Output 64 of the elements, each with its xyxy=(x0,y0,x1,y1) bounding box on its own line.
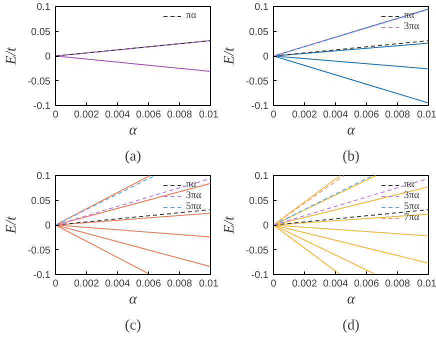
text: (d) xyxy=(342,318,360,334)
y-tick-label: 0.05 xyxy=(31,26,51,38)
x-tick-label: 0 xyxy=(270,278,277,290)
x-tick-label: 0 xyxy=(270,110,277,120)
x-tick-label: 0 xyxy=(52,278,59,290)
y-axis-title: E/t xyxy=(4,216,20,235)
x-tick-label: 0.002 xyxy=(74,110,100,120)
x-axis-title: α xyxy=(347,122,356,138)
y-tick-label: -0.05 xyxy=(246,76,269,88)
text: (a) xyxy=(124,148,142,164)
x-tick-label: 0.006 xyxy=(136,110,162,120)
y-tick-label: 0.1 xyxy=(254,2,269,13)
y-axis-title: E/t xyxy=(222,46,238,66)
y-tick-label: -0.1 xyxy=(251,270,269,281)
x-axis-title: α xyxy=(129,122,138,138)
legend-label: 5πα xyxy=(186,201,202,212)
x-tick-label: 0.006 xyxy=(136,278,162,290)
legend-label: 3πα xyxy=(404,21,420,32)
y-tick-label: -0.1 xyxy=(33,270,51,281)
y-tick-label: -0.05 xyxy=(246,245,269,256)
x-tick-label: 0.002 xyxy=(292,110,318,120)
text: (b) xyxy=(342,148,360,164)
y-tick-label: -0.05 xyxy=(28,76,51,88)
x-tick-label: 0.008 xyxy=(384,110,410,120)
x-axis-title: α xyxy=(129,292,138,308)
x-tick-label: 0.006 xyxy=(354,110,380,120)
legend-label: 3πα xyxy=(404,190,420,201)
x-tick-label: 0.008 xyxy=(384,278,410,290)
y-tick-label: 0.1 xyxy=(36,171,51,182)
legend-label: πα xyxy=(186,10,198,21)
x-tick-label: 0.01 xyxy=(417,110,436,120)
x-axis-title: α xyxy=(347,292,356,308)
x-tick-label: 0.008 xyxy=(166,278,192,290)
y-tick-label: 0.05 xyxy=(31,196,51,207)
x-tick-label: 0.004 xyxy=(322,110,348,120)
x-tick-label: 0.008 xyxy=(166,110,192,120)
y-tick-label: 0.1 xyxy=(36,2,51,13)
y-tick-label: 0.05 xyxy=(249,196,269,207)
legend-label: πα xyxy=(404,179,416,190)
y-tick-label: -0.1 xyxy=(251,101,269,112)
x-tick-label: 0.006 xyxy=(354,278,380,290)
x-tick-label: 0.01 xyxy=(417,278,436,290)
x-tick-label: 0.004 xyxy=(104,110,130,120)
legend-label: 7πα xyxy=(404,212,420,223)
y-tick-label: 0 xyxy=(262,52,269,62)
x-tick-label: 0 xyxy=(52,110,59,120)
x-tick-label: 0.004 xyxy=(104,278,130,290)
x-tick-label: 0.004 xyxy=(322,278,348,290)
x-tick-label: 0.01 xyxy=(199,110,219,120)
y-tick-label: 0.1 xyxy=(254,171,269,182)
text: (c) xyxy=(124,318,142,334)
y-tick-label: -0.05 xyxy=(28,245,51,256)
y-tick-label: 0 xyxy=(44,52,51,62)
x-tick-label: 0.01 xyxy=(199,278,219,290)
y-axis-title: E/t xyxy=(4,46,20,66)
y-tick-label: 0 xyxy=(44,220,51,232)
x-tick-label: 0.002 xyxy=(74,278,100,290)
y-axis-title: E/t xyxy=(222,216,238,235)
legend-label: 5πα xyxy=(404,201,420,212)
y-tick-label: 0 xyxy=(262,220,269,232)
y-tick-label: 0.05 xyxy=(249,26,269,38)
y-tick-label: -0.1 xyxy=(33,101,51,112)
legend-label: 3πα xyxy=(186,190,202,201)
x-tick-label: 0.002 xyxy=(292,278,318,290)
